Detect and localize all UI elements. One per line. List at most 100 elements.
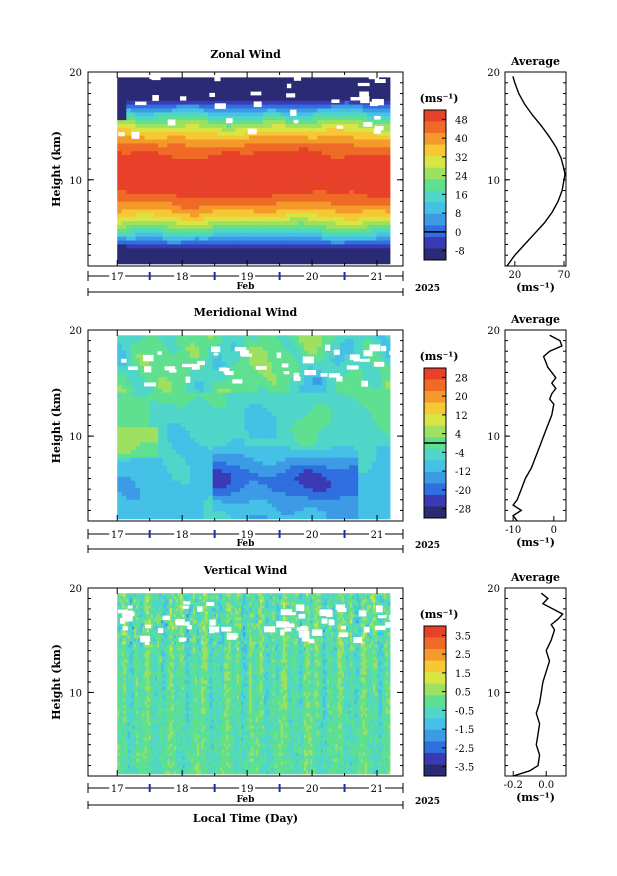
heatmap-cell	[135, 442, 141, 447]
heatmap-cell	[321, 205, 327, 210]
heatmap-cell	[289, 461, 295, 466]
heatmap-cell	[235, 209, 241, 214]
heatmap-cell	[289, 407, 295, 413]
heatmap-cell	[185, 120, 191, 125]
heatmap-cell	[180, 92, 186, 98]
heatmap-cell	[235, 469, 241, 474]
heatmap-cell	[212, 453, 218, 459]
heatmap-cell	[230, 335, 236, 340]
heatmap-cell	[344, 151, 350, 156]
heatmap-cell	[303, 240, 309, 245]
heatmap-cell	[271, 350, 277, 355]
heatmap-cell	[217, 228, 223, 234]
heatmap-cell	[139, 127, 145, 133]
heatmap-cell	[253, 182, 259, 187]
heatmap-cell	[185, 495, 191, 501]
heatmap-cell	[153, 377, 159, 382]
heatmap-cell	[267, 197, 273, 203]
heatmap-cell	[362, 155, 368, 160]
heatmap-cell	[117, 143, 123, 148]
heatmap-cell	[239, 182, 245, 187]
heatmap-cell	[321, 209, 327, 214]
heatmap-cell	[221, 213, 227, 218]
heatmap-cell	[371, 244, 377, 249]
heatmap-cell	[158, 256, 164, 261]
heatmap-cell	[344, 100, 350, 105]
heatmap-cell	[221, 342, 227, 348]
heatmap-cell	[326, 174, 332, 179]
heatmap-cell	[180, 461, 186, 466]
heatmap-cell	[162, 350, 168, 355]
heatmap-cell	[217, 457, 223, 462]
heatmap-cell	[167, 135, 173, 140]
heatmap-cell	[358, 182, 364, 187]
heatmap-cell	[221, 400, 227, 405]
heatmap-cell	[189, 346, 195, 351]
heatmap-cell	[126, 434, 132, 439]
heatmap-cell	[153, 404, 159, 409]
heatmap-cell	[344, 193, 350, 199]
heatmap-cell	[362, 256, 368, 261]
heatmap-cell	[235, 104, 241, 109]
heatmap-cell	[349, 127, 355, 133]
heatmap-cell	[208, 217, 214, 222]
heatmap-cell	[144, 469, 150, 474]
heatmap-cell	[371, 89, 377, 94]
heatmap-cell	[317, 197, 323, 203]
heatmap-cell	[144, 89, 150, 94]
heatmap-cell	[135, 392, 141, 397]
heatmap-cell	[139, 453, 145, 459]
heatmap-cell	[212, 446, 218, 451]
heatmap-cell	[144, 252, 150, 257]
heatmap-cell	[299, 178, 305, 183]
heatmap-cell	[130, 507, 136, 512]
heatmap-cell	[144, 342, 150, 348]
heatmap-cell	[249, 484, 255, 489]
heatmap-cell	[285, 465, 291, 470]
heatmap-cell	[158, 342, 164, 348]
heatmap-cell	[130, 120, 136, 125]
heatmap-cell	[162, 484, 168, 489]
heatmap-cell	[144, 392, 150, 397]
heatmap-cell	[358, 225, 364, 230]
heatmap-cell	[167, 469, 173, 474]
heatmap-cell	[244, 256, 250, 261]
heatmap-cell	[203, 339, 209, 344]
heatmap-cell	[185, 476, 191, 482]
heatmap-cell	[121, 174, 127, 179]
heatmap-cell	[253, 400, 259, 405]
heatmap-cell	[239, 240, 245, 245]
heatmap-cell	[194, 480, 200, 485]
heatmap-cell	[244, 124, 250, 129]
heatmap-cell	[253, 377, 259, 382]
heatmap-cell	[199, 221, 205, 226]
heatmap-cell	[117, 108, 123, 113]
heatmap-cell	[371, 85, 377, 90]
heatmap-cell	[367, 232, 373, 238]
heatmap-cell	[385, 81, 391, 86]
heatmap-cell	[221, 461, 227, 466]
heatmap-cell	[139, 419, 145, 424]
heatmap-cell	[271, 404, 277, 409]
heatmap-cell	[194, 453, 200, 459]
heatmap-cell	[335, 112, 341, 117]
heatmap-cell	[221, 131, 227, 137]
heatmap-cell	[303, 131, 309, 137]
heatmap-cell	[299, 197, 305, 203]
heatmap-cell	[180, 186, 186, 191]
heatmap-cell	[303, 244, 309, 249]
heatmap-cell	[249, 81, 255, 86]
heatmap-cell	[185, 166, 191, 172]
heatmap-cell	[326, 178, 332, 183]
heatmap-cell	[340, 201, 345, 206]
heatmap-cell	[358, 221, 364, 226]
heatmap-cell	[153, 411, 159, 417]
heatmap-cell	[162, 147, 168, 152]
heatmap-cell	[335, 85, 341, 90]
heatmap-cell	[253, 342, 259, 348]
heatmap-cell	[208, 362, 214, 367]
heatmap-cell	[280, 228, 286, 234]
average-title: Average	[510, 55, 560, 68]
heatmap-cell	[308, 104, 314, 109]
heatmap-cell	[258, 419, 264, 424]
